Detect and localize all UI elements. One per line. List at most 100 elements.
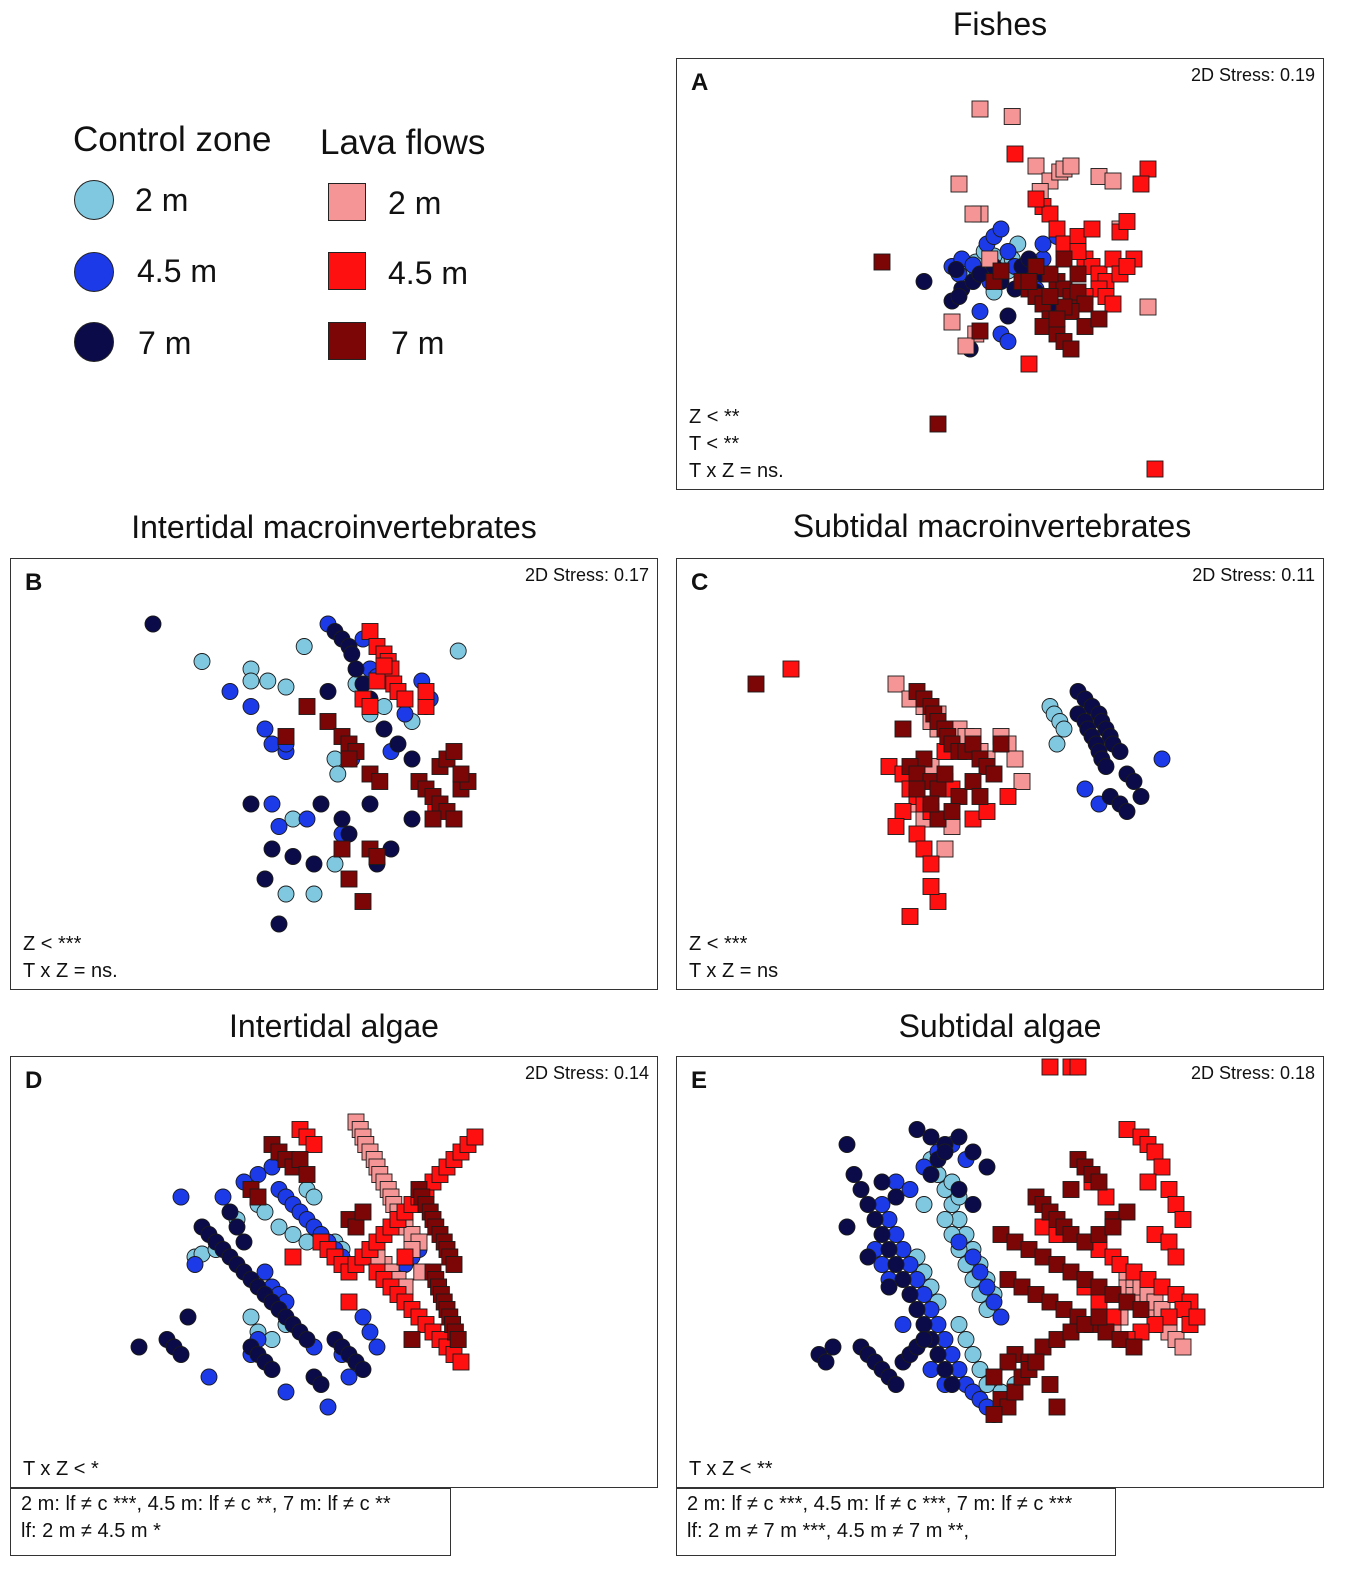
- point-control-zone-7-m: [901, 1286, 919, 1303]
- point-control-zone-7-m: [403, 750, 421, 768]
- point-lava-flows-7-m: [999, 1353, 1017, 1371]
- point-lava-flows-4.5-m: [999, 788, 1017, 805]
- point-lava-flows-4.5-m: [305, 1136, 323, 1153]
- point-lava-flows-2-m: [1104, 172, 1122, 190]
- point-lava-flows-7-m: [1027, 1353, 1045, 1371]
- point-lava-flows-4.5-m: [368, 672, 386, 690]
- point-control-zone-7-m: [256, 870, 274, 888]
- point-lava-flows-4.5-m: [1048, 220, 1066, 238]
- point-control-zone-7-m: [179, 1308, 197, 1326]
- point-control-zone-7-m: [922, 1166, 940, 1183]
- point-control-zone-2-m: [1055, 720, 1073, 738]
- legend-label-lava-7m: 7 m: [391, 325, 445, 361]
- point-lava-flows-2-m: [1027, 157, 1045, 175]
- point-lava-flows-7-m: [340, 870, 358, 888]
- legend-square-2m: [328, 183, 366, 221]
- point-control-zone-4.5-m: [1153, 750, 1171, 768]
- point-lava-flows-7-m: [1069, 265, 1087, 283]
- scatter-plot-d: [130, 1113, 484, 1416]
- point-lava-flows-4.5-m: [1167, 1248, 1185, 1266]
- point-lava-flows-7-m: [368, 848, 386, 865]
- point-control-zone-7-m: [284, 848, 302, 865]
- point-lava-flows-7-m: [1118, 1203, 1136, 1221]
- point-control-zone-7-m: [852, 1181, 870, 1198]
- panel-letter: E: [691, 1067, 708, 1094]
- legend-circle-7m: [74, 322, 114, 362]
- point-control-zone-4.5-m: [200, 1368, 218, 1386]
- point-control-zone-7-m: [950, 1181, 968, 1198]
- point-control-zone-2-m: [277, 885, 295, 903]
- point-control-zone-7-m: [270, 915, 288, 933]
- point-control-zone-7-m: [964, 1143, 982, 1161]
- point-lava-flows-4.5-m: [915, 840, 933, 858]
- point-lava-flows-4.5-m: [1027, 190, 1045, 208]
- point-control-zone-4.5-m: [1076, 780, 1094, 798]
- point-control-zone-7-m: [978, 1158, 996, 1176]
- point-control-zone-4.5-m: [214, 1188, 232, 1206]
- legend-square-7m: [328, 322, 366, 360]
- point-lava-flows-7-m: [971, 788, 989, 805]
- point-lava-flows-4.5-m: [1069, 1058, 1087, 1076]
- nmds-panel-b: B 2D Stress: 0.17 Z < *** T x Z = ns.: [10, 558, 658, 990]
- point-control-zone-7-m: [936, 1143, 954, 1161]
- legend-square-4.5m: [328, 252, 366, 290]
- point-lava-flows-2-m: [1174, 1338, 1192, 1356]
- point-lava-flows-4.5-m: [452, 1353, 470, 1371]
- point-lava-flows-7-m: [371, 773, 389, 790]
- point-lava-flows-4.5-m: [782, 660, 800, 678]
- point-lava-flows-4.5-m: [1139, 160, 1157, 178]
- point-lava-flows-7-m: [985, 765, 1003, 783]
- point-control-zone-2-m: [329, 765, 347, 783]
- point-control-zone-7-m: [915, 1331, 933, 1348]
- point-control-zone-4.5-m: [354, 1308, 372, 1326]
- point-lava-flows-4.5-m: [908, 825, 926, 843]
- panel-letter: D: [25, 1067, 43, 1094]
- point-lava-flows-7-m: [894, 720, 912, 738]
- point-lava-flows-4.5-m: [887, 818, 905, 835]
- stat-line: T x Z = ns: [689, 960, 779, 982]
- point-control-zone-7-m: [866, 1211, 884, 1228]
- point-control-zone-2-m: [1048, 735, 1066, 753]
- point-control-zone-7-m: [319, 683, 337, 700]
- point-control-zone-4.5-m: [242, 698, 260, 715]
- point-lava-flows-7-m: [347, 1218, 365, 1236]
- stat-line: T x Z < *: [23, 1458, 99, 1480]
- point-control-zone-7-m: [1125, 773, 1143, 790]
- point-lava-flows-2-m: [1062, 157, 1080, 175]
- point-lava-flows-7-m: [943, 803, 961, 820]
- point-control-zone-7-m: [343, 645, 361, 663]
- point-control-zone-7-m: [403, 810, 421, 828]
- point-lava-flows-4.5-m: [1160, 1181, 1178, 1198]
- point-control-zone-2-m: [915, 1196, 933, 1213]
- point-control-zone-7-m: [305, 855, 323, 873]
- point-control-zone-7-m: [312, 1376, 330, 1393]
- point-control-zone-2-m: [295, 638, 313, 655]
- point-control-zone-7-m: [354, 1361, 372, 1378]
- point-lava-flows-2-m: [950, 175, 968, 193]
- point-lava-flows-4.5-m: [1020, 355, 1038, 373]
- point-control-zone-7-m: [347, 660, 365, 678]
- point-control-zone-2-m: [950, 1316, 968, 1333]
- point-lava-flows-4.5-m: [1083, 220, 1101, 238]
- point-control-zone-4.5-m: [999, 333, 1017, 350]
- point-control-zone-7-m: [915, 1316, 933, 1333]
- stats-block: Z < ** T < ** T x Z = ns.: [689, 404, 784, 485]
- point-lava-flows-7-m: [1048, 310, 1066, 328]
- note-line: lf: 2 m ≠ 7 m ***, 4.5 m ≠ 7 m **,: [687, 1520, 970, 1542]
- point-lava-flows-2-m: [957, 337, 975, 355]
- point-control-zone-4.5-m: [999, 243, 1017, 260]
- point-lava-flows-2-m: [1003, 108, 1021, 125]
- point-lava-flows-7-m: [936, 765, 954, 783]
- point-lava-flows-7-m: [950, 788, 968, 805]
- point-control-zone-4.5-m: [964, 1248, 982, 1266]
- nmds-panel-d: D 2D Stress: 0.14 T x Z < *: [10, 1056, 658, 1488]
- point-lava-flows-7-m: [340, 750, 358, 768]
- scatter-plot-c: [747, 660, 1171, 925]
- point-lava-flows-7-m: [449, 1331, 467, 1348]
- point-control-zone-7-m: [298, 1331, 316, 1348]
- point-lava-flows-7-m: [403, 1331, 421, 1348]
- point-lava-flows-4.5-m: [901, 908, 919, 925]
- point-control-zone-7-m: [908, 1301, 926, 1318]
- point-lava-flows-7-m: [992, 262, 1010, 280]
- point-control-zone-4.5-m: [249, 1166, 267, 1183]
